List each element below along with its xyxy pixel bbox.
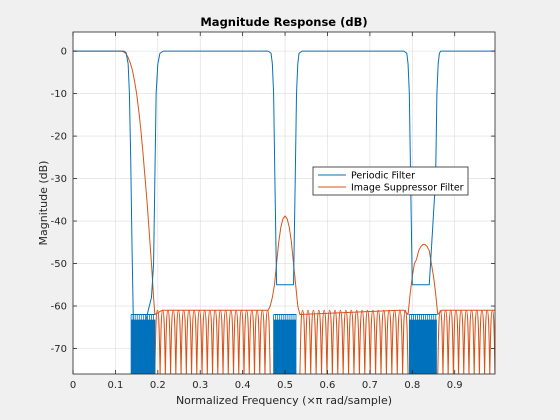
y-tick-label: -40 xyxy=(51,217,67,228)
y-tick-label: -20 xyxy=(51,132,67,143)
y-tick-label: -60 xyxy=(51,302,67,313)
x-tick-label: 0.9 xyxy=(447,380,463,391)
legend-box xyxy=(312,166,469,196)
x-tick-label: 0 xyxy=(70,380,76,391)
chart-title: Magnitude Response (dB) xyxy=(200,15,367,29)
periodic-ripple-1 xyxy=(273,314,297,374)
series-layer xyxy=(73,50,495,374)
series-line-periodic xyxy=(73,50,495,374)
x-tick-label: 0.7 xyxy=(362,380,378,391)
legend[interactable]: Periodic Filter Image Suppressor Filter xyxy=(312,166,469,196)
ticks: 0 0.1 0.2 0.3 0.4 0.5 0.6 0.7 0.8 0.9 0 -10 -20 -30 -4… xyxy=(51,32,495,391)
x-axis-label: Normalized Frequency (×π rad/sample) xyxy=(176,394,392,407)
axes-box xyxy=(72,31,496,375)
y-tick-label: -10 xyxy=(51,89,67,100)
grid xyxy=(72,32,495,374)
legend-label-periodic: Periodic Filter xyxy=(351,171,415,182)
x-tick-label: 0.8 xyxy=(404,380,420,391)
y-axis-label: Magnitude (dB) xyxy=(37,161,50,246)
y-tick-label: 0 xyxy=(61,47,67,58)
x-tick-label: 0.4 xyxy=(235,380,251,391)
periodic-ripple-2 xyxy=(408,314,437,374)
x-tick-label: 0.1 xyxy=(107,380,123,391)
y-tick-label: -30 xyxy=(51,174,67,185)
legend-label-image-suppressor: Image Suppressor Filter xyxy=(351,183,464,194)
x-tick-label: 0.6 xyxy=(320,380,336,391)
x-tick-label: 0.5 xyxy=(277,380,293,391)
y-tick-label: -50 xyxy=(51,259,67,270)
series-line-image-suppressor xyxy=(73,50,495,316)
x-tick-label: 0.2 xyxy=(150,380,166,391)
x-tick-label: 0.3 xyxy=(192,380,208,391)
y-tick-label: -70 xyxy=(51,344,67,355)
